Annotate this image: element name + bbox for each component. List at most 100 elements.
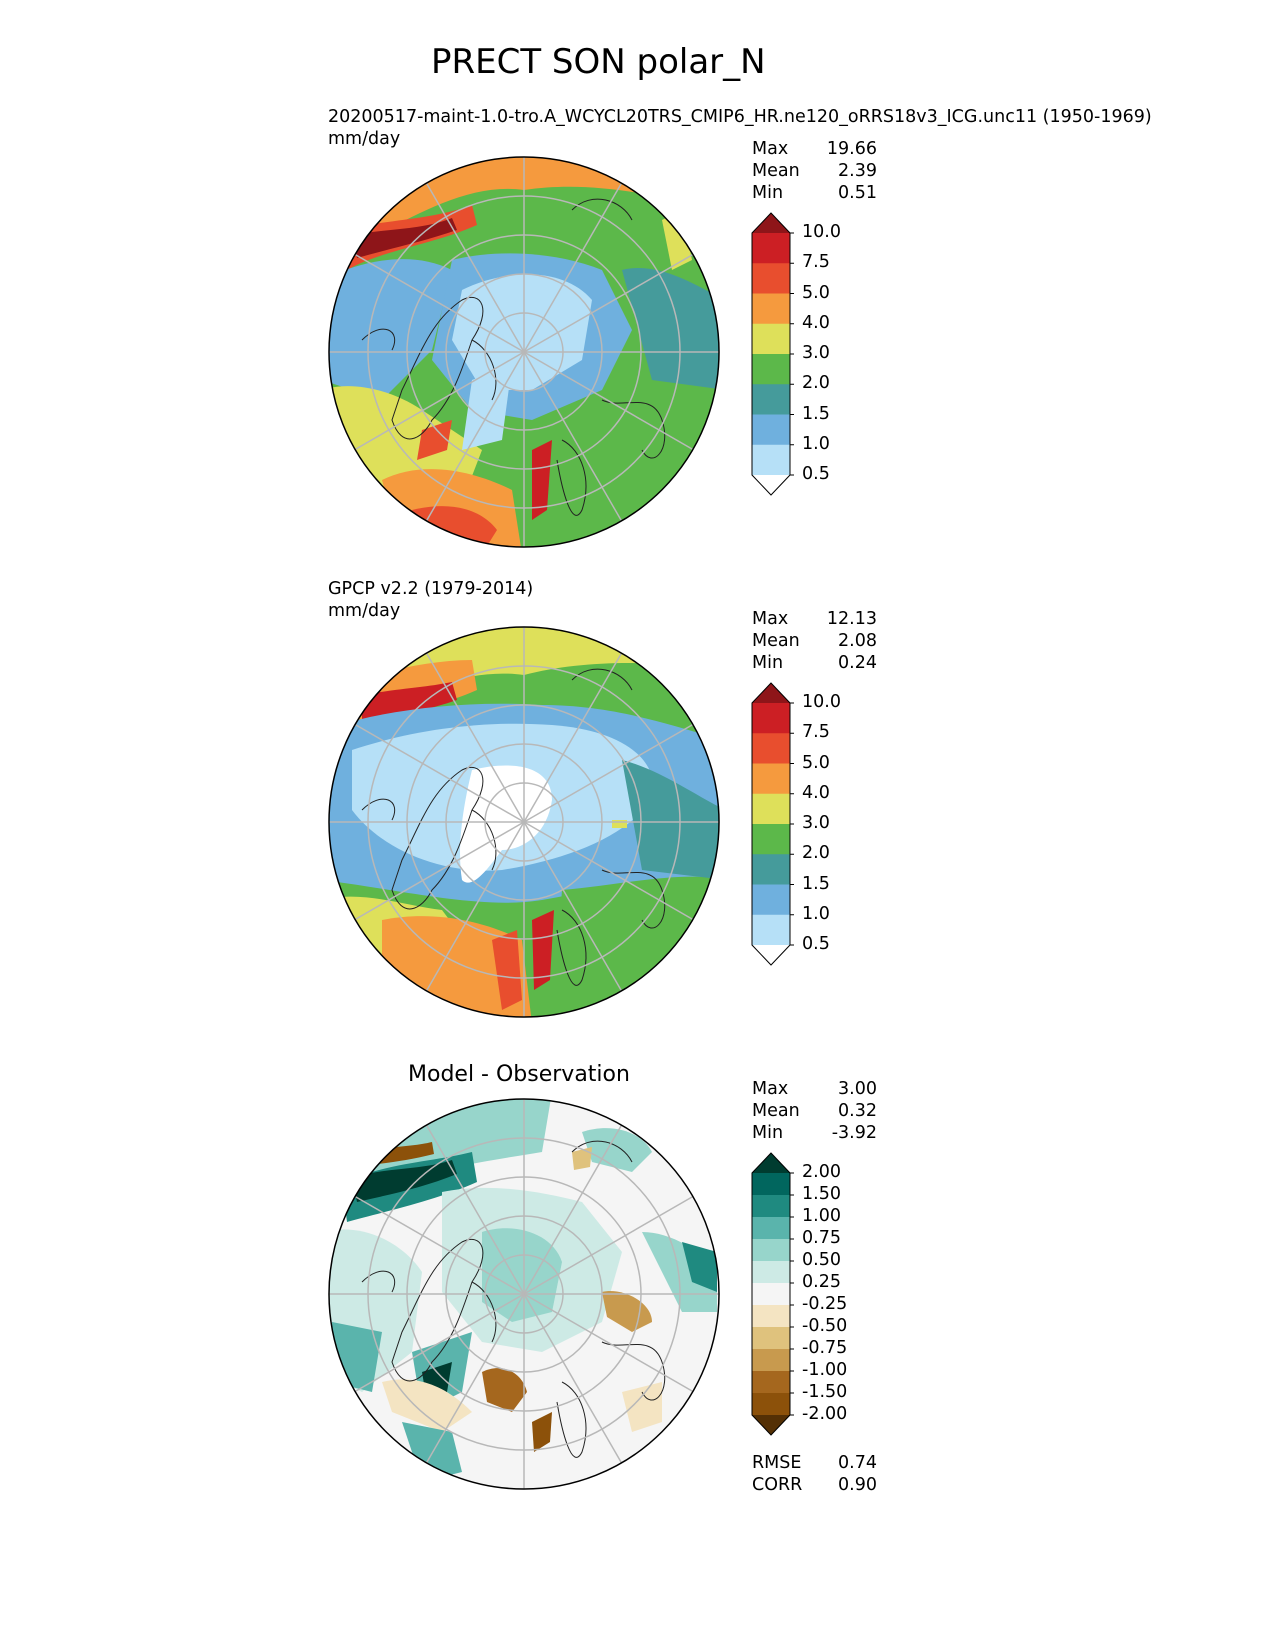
colorbar-extend-max (752, 213, 790, 233)
colorbar-extend-max (752, 1153, 790, 1173)
coastlines (361, 1140, 666, 1458)
metric-value: 0.90 (838, 1475, 877, 1495)
stat-value: 19.66 (826, 139, 877, 159)
colorbar-tick-label: 1.50 (802, 1184, 841, 1204)
stat-label: Min (752, 183, 784, 203)
stat-value: 3.00 (838, 1079, 877, 1099)
colorbar-tick-label: 2.0 (802, 843, 830, 864)
panel-test-map (328, 156, 720, 548)
stat-label: Max (752, 609, 789, 629)
colorbar-tick-label: 1.5 (802, 403, 830, 424)
colorbar-bin (752, 1371, 790, 1394)
stat-label: Max (752, 139, 789, 159)
stat-label: Mean (752, 1101, 800, 1121)
colorbar-tick-label: -1.50 (802, 1382, 848, 1402)
stat-label: Mean (752, 161, 800, 181)
panel-difference-colorbar (751, 1152, 794, 1436)
colorbar-tick-label: 0.50 (802, 1250, 841, 1270)
metric-label: RMSE (752, 1453, 802, 1473)
colorbar-tick-label: -0.25 (802, 1294, 848, 1314)
panel-test-units: mm/day (328, 129, 401, 149)
colorbar-tick-label: 1.5 (802, 873, 830, 894)
panel-test-subtitle: 20200517-maint-1.0-tro.A_WCYCL20TRS_CMIP… (328, 107, 1152, 127)
colorbar-tick-label: -0.75 (802, 1338, 848, 1358)
map-boundary (328, 1098, 720, 1490)
colorbar-bin (752, 1173, 790, 1196)
colorbar-tick-label: 3.0 (802, 343, 830, 363)
colorbar-tick-label: 5.0 (802, 282, 830, 303)
colorbar-bin (752, 884, 790, 916)
colorbar-tick-label: -1.00 (802, 1360, 848, 1380)
colorbar-tick-label: 1.00 (802, 1206, 841, 1226)
colorbar-tick-label: 0.5 (802, 464, 830, 484)
stat-label: Min (752, 1123, 784, 1143)
panel-reference-map (328, 626, 720, 1018)
colorbar-tick-label: 0.25 (802, 1272, 841, 1292)
map-boundary (328, 626, 720, 1018)
colorbar-bin (752, 384, 790, 415)
colorbar-bin (752, 263, 790, 294)
colorbar-bin (752, 1393, 790, 1416)
panel-difference-stats: Max 3.00 Mean 0.32 Min -3.92 (752, 1078, 877, 1144)
colorbar-tick-label: -2.00 (802, 1404, 848, 1424)
stat-value: 2.39 (838, 161, 877, 181)
colorbar-tick-label: 0.5 (802, 934, 830, 954)
colorbar-bin (752, 793, 790, 825)
metric-label: CORR (752, 1475, 803, 1495)
colorbar-tick-label: 10.0 (802, 692, 841, 712)
stat-value: 0.32 (838, 1101, 877, 1121)
colorbar-extend-min (752, 945, 790, 965)
colorbar-tick-label: 1.0 (802, 433, 830, 454)
panel-test-stats: Max 19.66 Mean 2.39 Min 0.51 (752, 138, 877, 204)
colorbar-tick-label: 7.5 (802, 722, 830, 743)
colorbar-bin (752, 824, 790, 855)
coastlines (361, 198, 666, 516)
colorbar-bin (752, 323, 790, 355)
panel-test-colorbar (751, 212, 794, 496)
stat-value: -3.92 (831, 1123, 877, 1143)
colorbar-extend-min (752, 475, 790, 495)
map-boundary (328, 156, 720, 548)
stat-value: 0.24 (838, 653, 877, 673)
colorbar-tick-label: 2.00 (802, 1162, 841, 1182)
panel-reference-subtitle: GPCP v2.2 (1979-2014) (328, 579, 534, 599)
panel-reference-colorbar (751, 682, 794, 966)
colorbar-bin (752, 854, 790, 885)
stat-label: Mean (752, 631, 800, 651)
colorbar-tick-label: 3.0 (802, 813, 830, 833)
colorbar-extend-max (752, 683, 790, 703)
colorbar-tick-label: 4.0 (802, 782, 830, 803)
graticule (329, 1099, 719, 1489)
figure-title: PRECT SON polar_N (431, 42, 766, 82)
stat-value: 2.08 (838, 631, 877, 651)
colorbar-tick-label: 10.0 (802, 222, 841, 242)
colorbar-tick-label: 7.5 (802, 252, 830, 273)
colorbar-tick-label: 2.0 (802, 373, 830, 394)
colorbar-extend-min (752, 1415, 790, 1435)
colorbar-bin (752, 444, 790, 476)
colorbar-bin (752, 1283, 790, 1306)
colorbar-tick-label: 1.0 (802, 903, 830, 924)
graticule (329, 157, 719, 547)
colorbar-bin (752, 1261, 790, 1284)
colorbar-bin (752, 733, 790, 764)
colorbar-bin (752, 233, 790, 264)
stat-label: Max (752, 1079, 789, 1099)
colorbar-bin (752, 703, 790, 734)
colorbar-bin (752, 1195, 790, 1218)
panel-reference-units: mm/day (328, 601, 401, 621)
panel-reference-stats: Max 12.13 Mean 2.08 Min 0.24 (752, 608, 877, 674)
colorbar-tick-label: 4.0 (802, 312, 830, 333)
panel-difference-metrics: RMSE 0.74 CORR 0.90 (752, 1452, 877, 1496)
coastlines (361, 668, 666, 986)
panel-difference-title: Model - Observation (408, 1062, 630, 1087)
panel-difference-map (328, 1098, 720, 1490)
colorbar-bin (752, 763, 790, 795)
graticule (329, 627, 719, 1017)
metric-value: 0.74 (838, 1453, 877, 1473)
colorbar-tick-label: 0.75 (802, 1228, 841, 1248)
colorbar-bin (752, 1217, 790, 1240)
stat-label: Min (752, 653, 784, 673)
stat-value: 12.13 (826, 609, 877, 629)
stat-value: 0.51 (838, 183, 877, 203)
